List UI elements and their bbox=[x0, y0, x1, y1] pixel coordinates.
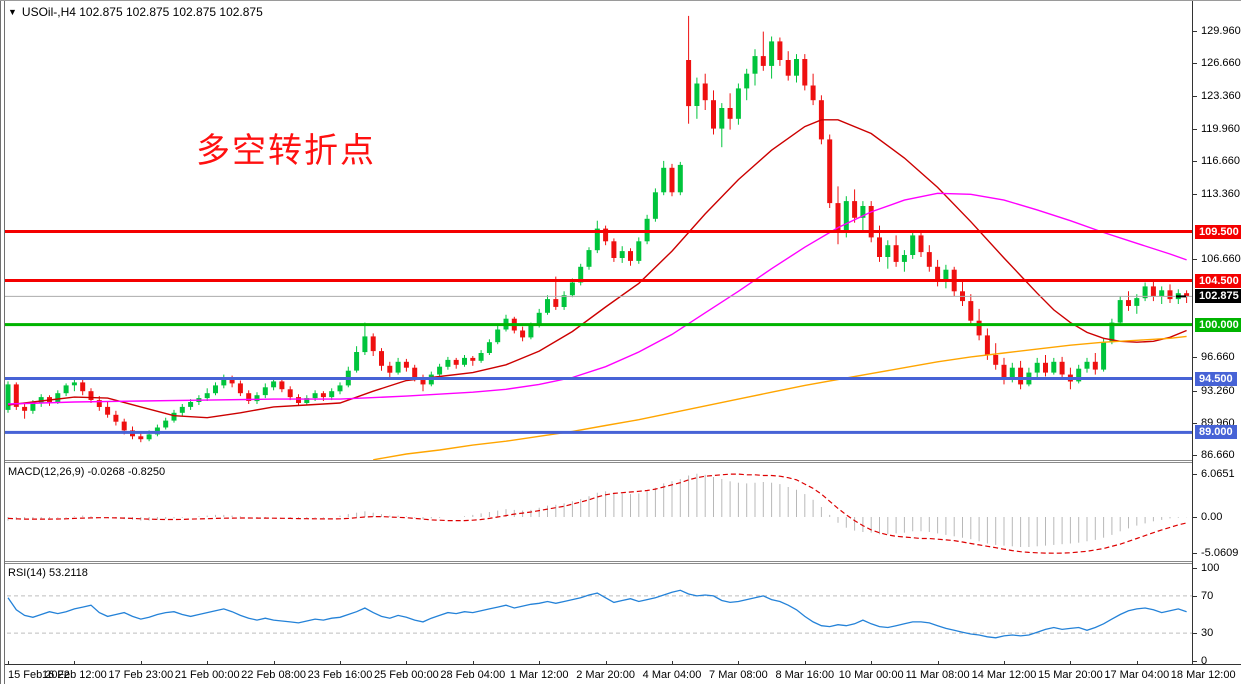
time-tick bbox=[1136, 661, 1138, 665]
price-tick-label: 123.360 bbox=[1201, 89, 1241, 102]
macd-panel[interactable]: MACD(12,26,9) -0.0268 -0.8250 bbox=[0, 463, 1241, 561]
axis-tick bbox=[1193, 193, 1197, 195]
price-chart-panel[interactable]: ▼ USOil-,H4 102.875 102.875 102.875 102.8… bbox=[0, 1, 1241, 460]
rsi-tick-label: 70 bbox=[1201, 589, 1214, 602]
price-tick-label: 119.960 bbox=[1201, 123, 1240, 135]
time-tick-label: 10 Mar 00:00 bbox=[838, 669, 904, 681]
time-axis[interactable]: 15 Feb 2022 16 Feb 12:00 17 Feb 23:00 21 Fe… bbox=[0, 661, 1241, 684]
time-tick bbox=[472, 661, 474, 665]
axis-tick bbox=[1193, 568, 1197, 569]
price-tick-label: 129.960 bbox=[1201, 25, 1241, 37]
rsi-chart[interactable] bbox=[0, 564, 1192, 664]
axis-tick bbox=[1193, 129, 1197, 130]
price-tick-label: 93.260 bbox=[1201, 384, 1235, 397]
rsi-tick-label: 100 bbox=[1201, 562, 1220, 574]
axis-tick bbox=[1193, 259, 1197, 261]
price-tick-label: 126.660 bbox=[1201, 57, 1241, 70]
price-level-badge: 94.500 bbox=[1195, 371, 1237, 386]
price-level-badge: 100.000 bbox=[1195, 317, 1241, 332]
price-axis[interactable]: 129.960 126.660 123.360 119.960 116.660 113.3… bbox=[1192, 1, 1241, 667]
time-tick-label: 17 Feb 23:00 bbox=[108, 669, 174, 681]
time-tick-label: 2 Mar 20:00 bbox=[576, 669, 635, 681]
time-tick bbox=[8, 661, 9, 665]
time-tick-label: 23 Feb 16:00 bbox=[307, 669, 373, 681]
time-tick-label: 1 Mar 12:00 bbox=[509, 669, 569, 681]
time-tick bbox=[340, 661, 341, 665]
time-tick-label: 15 Feb 2022 bbox=[8, 669, 70, 681]
macd-chart[interactable] bbox=[0, 463, 1192, 561]
rsi-panel[interactable]: RSI(14) 53.2118 bbox=[0, 564, 1241, 664]
axis-tick bbox=[1193, 661, 1197, 662]
price-tick-label: 106.660 bbox=[1201, 253, 1241, 266]
rsi-label: RSI(14) 53.2118 bbox=[8, 567, 88, 579]
time-tick-label: 4 Mar 04:00 bbox=[642, 669, 702, 681]
time-tick bbox=[273, 661, 275, 665]
time-tick-label: 22 Feb 08:00 bbox=[241, 669, 307, 681]
chart-title-text: USOil-,H4 102.875 102.875 102.875 102.87… bbox=[21, 5, 263, 19]
price-level-badge: 104.500 bbox=[1195, 273, 1241, 288]
price-level-badge: 89.000 bbox=[1195, 425, 1237, 440]
axis-tick bbox=[1193, 517, 1197, 518]
time-tick-label: 14 Mar 12:00 bbox=[971, 669, 1037, 681]
macd-tick-label: 0.00 bbox=[1201, 511, 1223, 523]
panel-separator[interactable] bbox=[0, 460, 1241, 463]
chart-title: ▼ USOil-,H4 102.875 102.875 102.875 102.8… bbox=[8, 5, 263, 19]
candlestick-chart[interactable] bbox=[0, 1, 1192, 460]
time-tick bbox=[74, 661, 76, 665]
time-tick bbox=[539, 661, 541, 665]
window-left-border bbox=[0, 1, 5, 684]
time-tick bbox=[871, 661, 873, 665]
time-tick bbox=[937, 661, 939, 665]
time-tick-label: 11 Mar 08:00 bbox=[905, 669, 970, 681]
time-tick bbox=[406, 661, 408, 665]
price-tick-label: 86.660 bbox=[1201, 449, 1235, 462]
axis-tick bbox=[1193, 423, 1197, 424]
time-tick bbox=[140, 661, 142, 665]
macd-tick-label: -5.0609 bbox=[1201, 547, 1239, 560]
price-level-badge: 109.500 bbox=[1195, 224, 1241, 239]
price-tick-label: 96.660 bbox=[1201, 351, 1235, 364]
axis-tick bbox=[1193, 455, 1197, 457]
time-tick-label: 18 Mar 12:00 bbox=[1170, 669, 1236, 681]
annotation-text: 多空转折点 bbox=[196, 131, 376, 171]
axis-tick bbox=[1193, 31, 1197, 32]
axis-tick bbox=[1193, 63, 1197, 65]
time-tick-label: 17 Mar 04:00 bbox=[1104, 669, 1170, 681]
time-tick-label: 21 Feb 00:00 bbox=[174, 669, 240, 681]
time-tick bbox=[207, 661, 209, 665]
axis-tick bbox=[1193, 95, 1197, 97]
symbol-dropdown-icon[interactable]: ▼ bbox=[8, 7, 17, 17]
time-tick bbox=[1004, 661, 1005, 665]
rsi-tick-label: 0 bbox=[1201, 655, 1208, 667]
macd-label: MACD(12,26,9) -0.0268 -0.8250 bbox=[8, 466, 166, 478]
time-tick bbox=[738, 661, 740, 665]
price-tick-label: 113.360 bbox=[1201, 187, 1240, 200]
axis-tick bbox=[1193, 633, 1197, 635]
axis-tick bbox=[1193, 553, 1197, 555]
time-tick-label: 8 Mar 16:00 bbox=[775, 669, 835, 681]
price-tick-label: 116.660 bbox=[1201, 155, 1240, 168]
axis-tick bbox=[1193, 357, 1197, 359]
panel-separator[interactable] bbox=[0, 561, 1241, 564]
rsi-tick-label: 30 bbox=[1201, 627, 1214, 640]
time-tick-label: 7 Mar 08:00 bbox=[709, 669, 768, 681]
axis-tick bbox=[1193, 390, 1197, 392]
time-tick bbox=[672, 661, 673, 665]
time-tick bbox=[605, 661, 607, 665]
price-level-badge: 102.875 bbox=[1195, 289, 1241, 304]
time-tick bbox=[1070, 661, 1072, 665]
axis-tick bbox=[1193, 473, 1197, 475]
time-tick-label: 16 Feb 12:00 bbox=[41, 669, 107, 681]
time-tick-label: 25 Feb 00:00 bbox=[373, 669, 439, 681]
axis-tick bbox=[1193, 161, 1197, 163]
macd-tick-label: 6.0651 bbox=[1201, 467, 1235, 480]
axis-tick bbox=[1193, 595, 1197, 597]
time-tick-label: 15 Mar 20:00 bbox=[1037, 669, 1103, 681]
time-tick bbox=[804, 661, 806, 665]
time-tick-label: 28 Feb 04:00 bbox=[440, 669, 506, 681]
